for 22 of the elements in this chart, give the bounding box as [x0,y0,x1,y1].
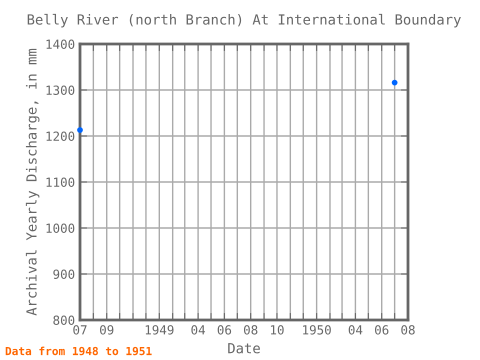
x-tick-label: 06 [218,325,232,335]
x-tick-label: 09 [100,325,114,335]
x-tick-label: 1950 [303,325,331,335]
x-tick-label: 07 [73,325,87,335]
y-tick-label: 1100 [46,178,74,187]
x-axis-title: Date [228,343,260,354]
y-tick-label: 900 [53,270,74,279]
y-tick-label: 1200 [46,132,74,141]
chart-title: Belly River (north Branch) At International Boundary [28,14,461,28]
y-tick-label: 1000 [46,224,74,233]
x-tick-label: 04 [191,325,206,335]
x-tick-label: 08 [244,325,258,335]
x-tick-label: 06 [374,325,388,335]
x-tick-label: 04 [348,325,362,335]
y-tick-label: 1300 [46,86,74,95]
y-tick-label: 800 [53,316,74,325]
y-tick-label: 1400 [46,40,74,49]
y-axis-title: Archival Yearly Discharge, in mm [26,48,40,316]
x-tick-label: 08 [401,325,415,335]
x-tick-label: 1949 [146,325,174,335]
x-tick-label: 10 [270,325,284,335]
text: Data from 1948 to 1951 [6,346,152,356]
